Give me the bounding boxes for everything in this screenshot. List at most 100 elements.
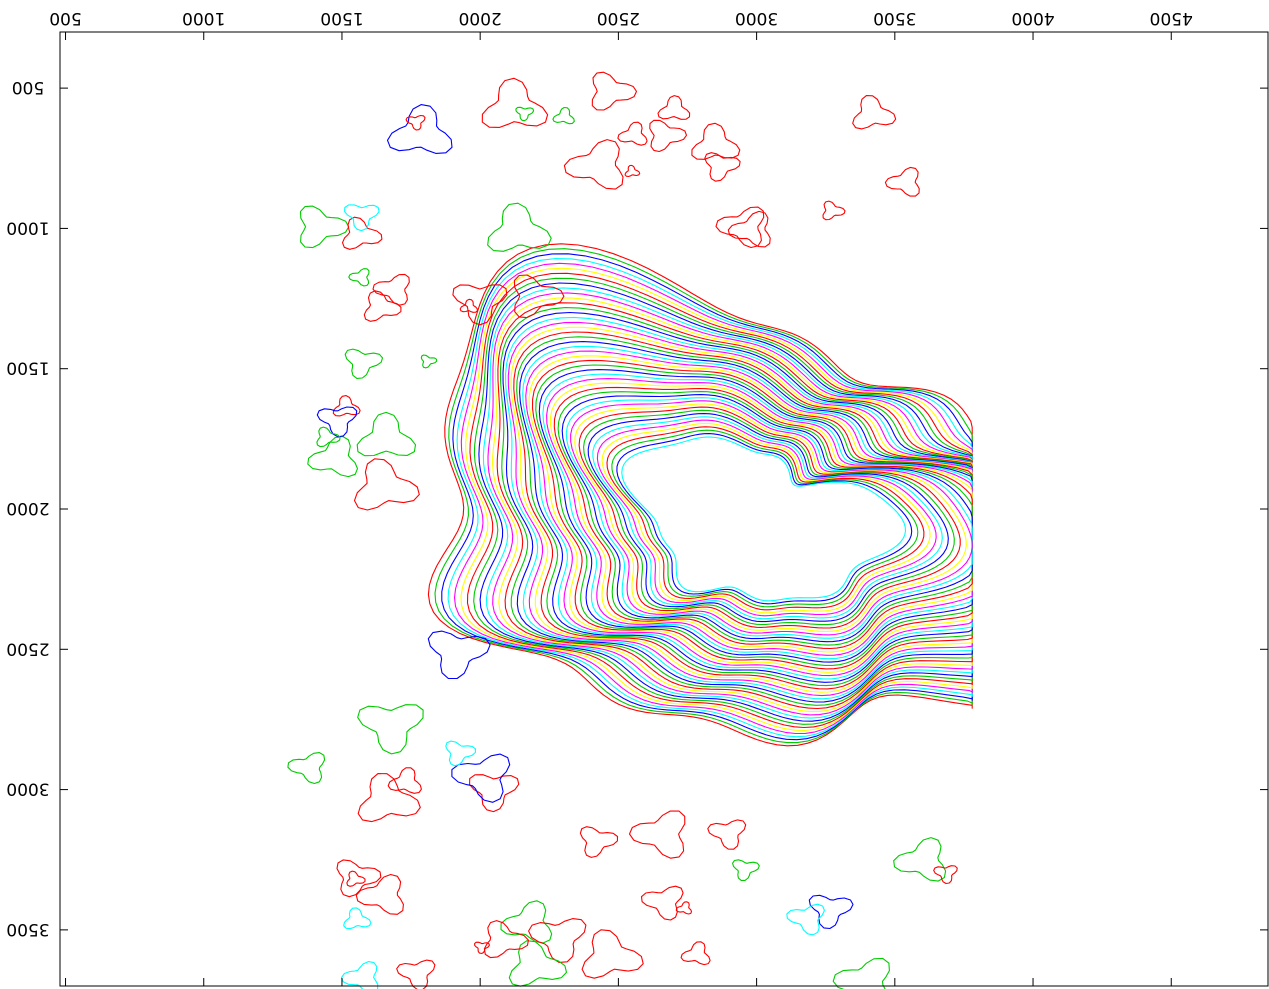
noise-contour	[732, 859, 760, 881]
contour-line	[502, 311, 973, 703]
noise-contour	[640, 885, 684, 921]
contour-line	[574, 403, 967, 633]
noise-contour	[332, 395, 361, 417]
contour-line	[557, 391, 973, 646]
noise-contour	[691, 122, 741, 160]
contour-line	[513, 331, 973, 690]
contour-line	[492, 297, 973, 713]
contour-line	[525, 350, 973, 677]
noise-contour	[355, 873, 404, 915]
contour-line	[473, 277, 973, 725]
noise-contour	[786, 903, 825, 936]
noise-contour	[452, 284, 508, 326]
contour-line	[583, 409, 955, 626]
y-tick-label: 500	[12, 77, 44, 97]
noise-contour	[357, 704, 424, 755]
contour-line	[427, 243, 973, 747]
noise-contour	[445, 740, 477, 767]
contour-line	[616, 433, 913, 605]
contour-line	[499, 307, 973, 706]
noise-contour	[353, 458, 420, 511]
noise-contour	[459, 298, 478, 313]
contour-line	[519, 341, 973, 683]
contour-line	[578, 406, 961, 629]
contour-line	[466, 272, 973, 729]
contour-line	[528, 355, 973, 673]
contour-line	[601, 422, 931, 614]
contour-line	[460, 267, 973, 732]
contour-lines	[287, 71, 973, 989]
contour-line	[565, 397, 973, 639]
x-tick-label: 500	[49, 8, 81, 28]
x-tick-label: 1000	[182, 8, 225, 28]
contour-line	[510, 326, 973, 693]
noise-contour	[832, 957, 890, 989]
contour-line	[549, 382, 973, 653]
noise-contour	[808, 894, 854, 930]
noise-contour	[363, 290, 402, 322]
noise-contour	[356, 411, 417, 457]
contour-line	[587, 413, 949, 623]
noise-contour	[357, 773, 421, 823]
x-tick-label: 3500	[873, 8, 916, 28]
contour-line	[531, 359, 973, 670]
noise-contour	[657, 95, 691, 120]
contour-line	[611, 429, 919, 608]
x-tick-label: 3000	[735, 8, 778, 28]
contour-line	[522, 345, 973, 680]
noise-contour	[628, 810, 686, 859]
noise-contour	[340, 961, 379, 989]
noise-contour	[346, 870, 366, 887]
contour-line	[516, 336, 973, 687]
noise-contour	[563, 139, 624, 190]
noise-contour	[552, 106, 575, 125]
noise-contour	[451, 753, 511, 803]
contour-line	[621, 436, 907, 602]
contour-line	[553, 386, 973, 650]
x-tick-label: 1500	[320, 8, 363, 28]
noise-contour	[884, 166, 920, 197]
noise-contour	[617, 121, 648, 146]
noise-contour	[344, 204, 380, 232]
contour-line	[561, 394, 973, 643]
noise-contour	[675, 901, 693, 915]
noise-contour	[396, 959, 436, 989]
contour-line	[542, 373, 973, 660]
noise-contour	[513, 274, 565, 319]
noise-contour	[893, 837, 947, 882]
noise-contour	[341, 216, 383, 250]
contour-line	[453, 262, 973, 735]
contour-line	[496, 302, 973, 710]
noise-contour	[469, 774, 520, 813]
contour-line	[441, 253, 973, 741]
noise-contour	[680, 941, 711, 966]
noise-contour	[316, 426, 341, 448]
noise-contour	[579, 826, 619, 858]
contour-line	[447, 257, 973, 738]
y-axis: 500 1000 1500 2000 2500 3000 3500	[6, 77, 1268, 939]
contour-line	[592, 416, 943, 620]
y-tick-label: 3000	[6, 779, 49, 799]
noise-contour	[707, 819, 747, 850]
y-tick-label: 2500	[6, 638, 49, 658]
contour-line	[505, 316, 973, 700]
noise-contour	[336, 859, 382, 898]
contour-line	[482, 287, 973, 719]
noise-contour	[500, 900, 553, 944]
x-tick-label: 2000	[459, 8, 502, 28]
noise-contour	[316, 406, 358, 438]
contour-line	[596, 419, 937, 617]
noise-contour	[420, 354, 438, 369]
noise-contour	[727, 210, 771, 248]
noise-contour	[822, 200, 846, 221]
noise-contour	[348, 268, 370, 287]
x-axis: 500 1000 1500 2000 2500 3000 3500 4000 4500	[49, 8, 1193, 986]
noise-contour	[299, 205, 350, 249]
noise-contour	[591, 71, 638, 111]
noise-contour	[344, 348, 384, 379]
noise-contour	[343, 907, 372, 930]
noise-contour	[386, 104, 453, 154]
y-tick-label: 1000	[6, 217, 49, 237]
noise-contour	[508, 940, 568, 987]
